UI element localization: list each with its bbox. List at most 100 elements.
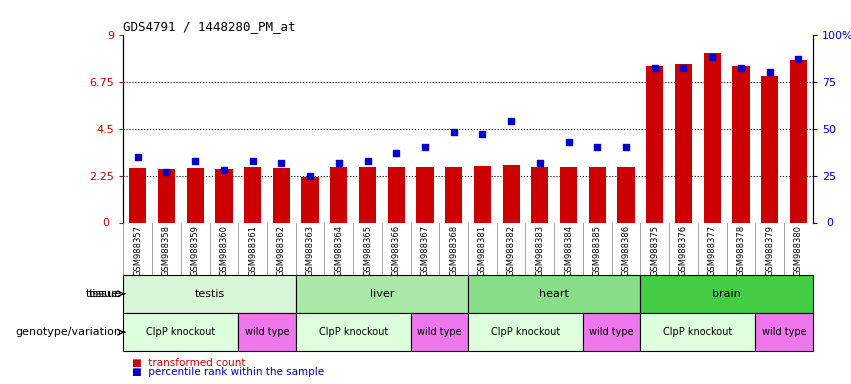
Text: brain: brain xyxy=(712,289,741,299)
Text: liver: liver xyxy=(369,289,394,299)
Text: genotype/variation: genotype/variation xyxy=(15,327,122,337)
Point xyxy=(361,157,374,164)
Point xyxy=(620,144,633,151)
Bar xyxy=(589,167,606,223)
Text: GSM988365: GSM988365 xyxy=(363,225,372,276)
Text: heart: heart xyxy=(540,289,569,299)
Text: wild type: wild type xyxy=(590,327,634,337)
Point xyxy=(533,159,546,166)
Text: GSM988357: GSM988357 xyxy=(134,225,142,276)
Text: GSM988361: GSM988361 xyxy=(248,225,257,276)
Text: GDS4791 / 1448280_PM_at: GDS4791 / 1448280_PM_at xyxy=(123,20,296,33)
Point xyxy=(217,167,231,173)
Point xyxy=(303,173,317,179)
Bar xyxy=(123,275,296,313)
Point xyxy=(131,154,145,160)
Point xyxy=(648,65,661,71)
Text: GSM988364: GSM988364 xyxy=(334,225,343,276)
Bar xyxy=(129,168,146,223)
Point xyxy=(734,65,748,71)
Bar xyxy=(158,169,175,223)
Text: GSM988379: GSM988379 xyxy=(765,225,774,276)
Text: GSM988385: GSM988385 xyxy=(593,225,602,276)
Bar xyxy=(732,66,750,223)
Bar xyxy=(123,313,238,351)
Point xyxy=(160,169,174,175)
Text: wild type: wild type xyxy=(245,327,289,337)
Bar xyxy=(215,169,232,223)
Text: GSM988358: GSM988358 xyxy=(162,225,171,276)
Bar xyxy=(468,313,583,351)
Point xyxy=(476,131,489,137)
Text: GSM988366: GSM988366 xyxy=(391,225,401,276)
Text: ClpP knockout: ClpP knockout xyxy=(663,327,733,337)
Bar xyxy=(474,166,491,223)
Bar xyxy=(761,76,778,223)
Point xyxy=(562,139,575,145)
Text: ■  transformed count: ■ transformed count xyxy=(132,358,245,368)
Text: GSM988382: GSM988382 xyxy=(506,225,516,276)
Text: wild type: wild type xyxy=(762,327,806,337)
Text: ClpP knockout: ClpP knockout xyxy=(146,327,215,337)
Point xyxy=(677,65,690,71)
Bar xyxy=(244,167,261,223)
Bar xyxy=(330,167,347,223)
Bar xyxy=(301,177,318,223)
Bar xyxy=(790,60,807,223)
Text: GSM988377: GSM988377 xyxy=(708,225,717,276)
Point xyxy=(447,129,460,136)
Text: ClpP knockout: ClpP knockout xyxy=(318,327,388,337)
Point xyxy=(505,118,518,124)
Bar xyxy=(359,167,376,223)
Text: wild type: wild type xyxy=(417,327,461,337)
Text: GSM988386: GSM988386 xyxy=(621,225,631,276)
Point xyxy=(591,144,604,151)
Bar xyxy=(646,66,664,223)
Bar xyxy=(502,165,520,223)
Bar xyxy=(531,167,549,223)
Bar xyxy=(272,168,290,223)
Text: GSM988367: GSM988367 xyxy=(420,225,430,276)
Bar xyxy=(675,64,692,223)
Bar xyxy=(640,313,755,351)
Bar xyxy=(704,53,721,223)
Bar xyxy=(617,167,635,223)
Text: GSM988383: GSM988383 xyxy=(535,225,545,276)
Text: GSM988378: GSM988378 xyxy=(736,225,745,276)
Text: tissue: tissue xyxy=(86,289,119,299)
Text: 0: 0 xyxy=(103,218,110,228)
Point xyxy=(705,54,719,60)
Bar xyxy=(640,275,813,313)
Bar xyxy=(387,167,405,223)
Point xyxy=(332,159,346,166)
Bar xyxy=(755,313,813,351)
Text: ■  percentile rank within the sample: ■ percentile rank within the sample xyxy=(132,367,324,377)
Bar xyxy=(416,167,433,223)
Text: 0: 0 xyxy=(826,218,833,228)
Text: GSM988359: GSM988359 xyxy=(191,225,200,276)
Point xyxy=(390,150,403,156)
Point xyxy=(791,56,805,62)
Text: ClpP knockout: ClpP knockout xyxy=(491,327,560,337)
Point xyxy=(188,157,202,164)
Bar xyxy=(583,313,640,351)
Bar xyxy=(468,275,640,313)
Text: GSM988360: GSM988360 xyxy=(220,225,228,276)
Bar xyxy=(445,167,462,223)
Bar xyxy=(560,167,577,223)
Text: GSM988362: GSM988362 xyxy=(277,225,286,276)
Bar xyxy=(296,275,468,313)
Bar xyxy=(186,168,204,223)
Point xyxy=(418,144,431,151)
Text: GSM988368: GSM988368 xyxy=(449,225,458,276)
Text: GSM988363: GSM988363 xyxy=(306,225,315,276)
Text: GSM988380: GSM988380 xyxy=(794,225,802,276)
Bar xyxy=(296,313,410,351)
Text: GSM988381: GSM988381 xyxy=(478,225,487,276)
Text: testis: testis xyxy=(194,289,225,299)
Text: GSM988376: GSM988376 xyxy=(679,225,688,276)
Point xyxy=(275,159,288,166)
Text: tissue: tissue xyxy=(89,289,122,299)
Point xyxy=(246,157,260,164)
Bar xyxy=(410,313,468,351)
